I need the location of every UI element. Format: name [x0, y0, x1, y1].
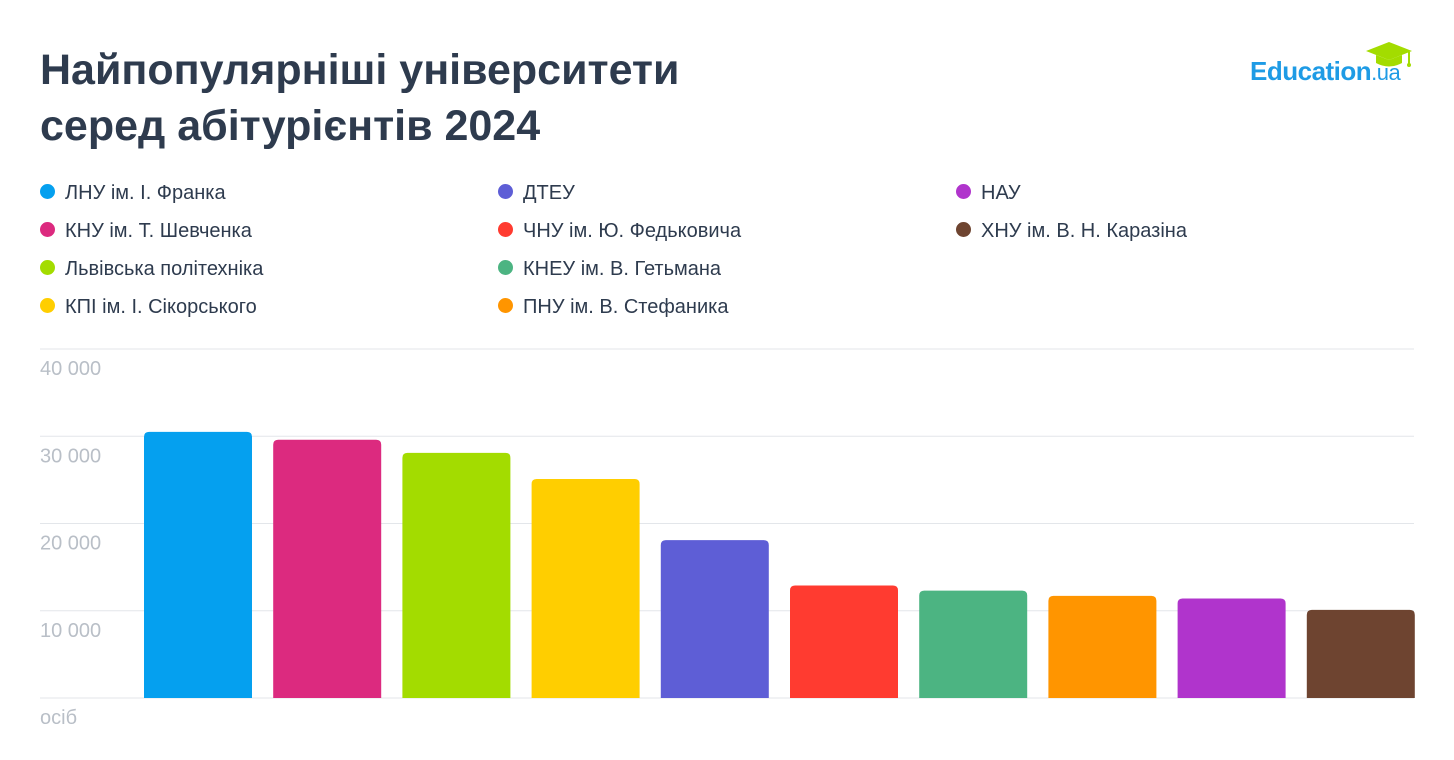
chart-title: Найпопулярніші університети серед абітур…	[40, 42, 679, 154]
legend-label: НАУ	[981, 182, 1021, 204]
legend-item: ЛНУ ім. І. Франка	[40, 178, 226, 208]
chart-title-line-2: серед абітурієнтів 2024	[40, 102, 541, 150]
chart-title-line-1: Найпопулярніші університети	[40, 46, 680, 94]
bar	[660, 540, 769, 698]
legend-swatch	[956, 184, 971, 200]
legend-swatch	[498, 298, 513, 314]
bar	[1048, 595, 1157, 698]
legend-label: КПІ ім. І. Сікорського	[65, 296, 257, 318]
logo-suffix-text: .ua	[1371, 60, 1401, 85]
y-tick-label: 30 000	[40, 445, 101, 467]
legend-label: ЛНУ ім. І. Франка	[65, 182, 226, 204]
y-tick-label: 10 000	[40, 620, 101, 642]
bar	[919, 590, 1028, 698]
graduation-cap-icon	[1366, 42, 1412, 67]
legend-label: ХНУ ім. В. Н. Каразіна	[981, 220, 1187, 242]
legend-label: КНЕУ ім. В. Гетьмана	[523, 258, 722, 280]
logo-main-text: Education	[1250, 56, 1372, 86]
legend-swatch	[956, 222, 971, 238]
legend-item: НАУ	[956, 178, 1021, 208]
legend-swatch	[40, 222, 55, 238]
legend-label: ЧНУ ім. Ю. Федьковича	[523, 220, 742, 242]
logo-text: Education.ua	[1250, 56, 1401, 87]
legend-label: Львівська політехніка	[65, 258, 264, 280]
legend-label: ПНУ ім. В. Стефаника	[523, 296, 729, 318]
bar-chart: 10 000 20 000 30 000 40 000	[40, 348, 1415, 699]
legend-label: КНУ ім. Т. Шевченка	[65, 220, 252, 242]
bar	[1306, 609, 1415, 698]
legend-item: КНУ ім. Т. Шевченка	[40, 216, 252, 246]
legend-item: Львівська політехніка	[40, 254, 263, 284]
bar	[531, 479, 640, 698]
legend-swatch	[498, 260, 513, 276]
y-axis-unit-label: осіб	[40, 707, 78, 729]
bar	[1177, 598, 1286, 698]
legend-swatch	[40, 298, 55, 314]
bar	[273, 439, 382, 698]
legend-swatch	[40, 260, 55, 276]
y-tick-label: 20 000	[40, 533, 101, 555]
bar	[402, 452, 511, 698]
bar	[790, 585, 898, 698]
legend-item: КПІ ім. І. Сікорського	[40, 292, 257, 322]
legend-item: ПНУ ім. В. Стефаника	[498, 292, 728, 322]
education-ua-logo: Education.ua	[1250, 40, 1420, 90]
legend-swatch	[498, 222, 513, 238]
y-tick-label: 40 000	[40, 358, 101, 380]
legend-swatch	[498, 184, 513, 200]
legend-item: ЧНУ ім. Ю. Федьковича	[498, 216, 741, 246]
legend-item: ХНУ ім. В. Н. Каразіна	[956, 216, 1187, 246]
legend-swatch	[40, 184, 55, 200]
chart-legend: ЛНУ ім. І. Франка КНУ ім. Т. Шевченка Льві…	[40, 178, 1420, 328]
legend-item: ДТЕУ	[498, 178, 575, 208]
legend-label: ДТЕУ	[523, 182, 575, 204]
legend-item: КНЕУ ім. В. Гетьмана	[498, 254, 721, 284]
bar	[144, 431, 252, 698]
